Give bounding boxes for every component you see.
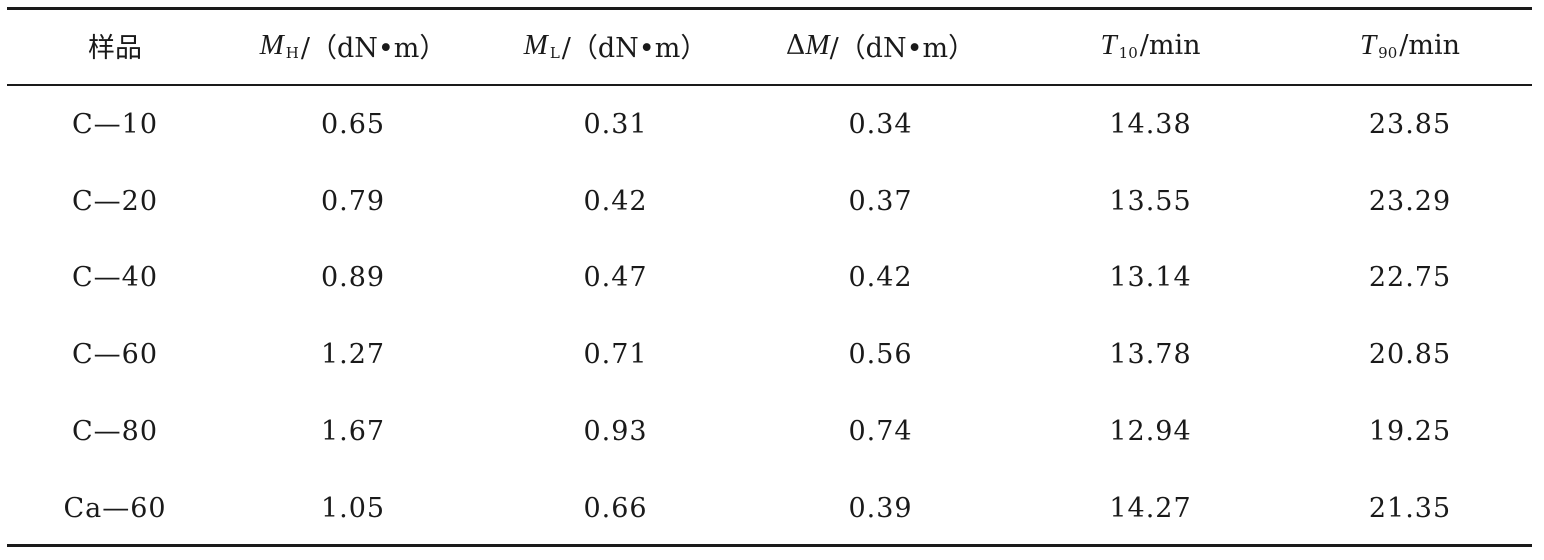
cell-mh: 1.67: [320, 415, 386, 447]
table-bottom-rule: [7, 544, 1532, 547]
header-delta-m-symbol: M: [805, 28, 830, 61]
cell-t10: 12.94: [1109, 415, 1192, 447]
cell-t90: 19.25: [1368, 415, 1452, 447]
table-header-rule: [7, 84, 1532, 86]
table-row: C—10 0.65 0.31 0.34 14.38 23.85: [7, 94, 1532, 154]
cell-mh: 0.79: [320, 185, 386, 217]
cell-t90: 21.35: [1368, 492, 1452, 524]
cell-delta-m: 0.42: [848, 261, 913, 293]
cell-t10: 13.55: [1109, 185, 1192, 217]
cell-delta-m: 0.56: [848, 338, 913, 370]
cell-t10: 14.38: [1109, 108, 1192, 140]
cell-delta-m: 0.37: [848, 185, 913, 217]
cell-delta-m: 0.34: [848, 108, 913, 140]
cell-sample: C—10: [71, 108, 158, 140]
cell-t90: 22.75: [1368, 261, 1452, 293]
table-row: C—60 1.27 0.71 0.56 13.78 20.85: [7, 324, 1532, 384]
table-row: C—80 1.67 0.93 0.74 12.94 19.25: [7, 401, 1532, 461]
table-top-rule: [7, 7, 1532, 10]
header-t10-unit: /min: [1139, 29, 1201, 61]
cell-t10: 13.78: [1109, 338, 1192, 370]
cell-t90: 23.29: [1368, 185, 1452, 217]
cell-ml: 0.42: [583, 185, 648, 217]
cell-ml: 0.31: [583, 108, 648, 140]
header-t90-symbol: T: [1360, 28, 1377, 61]
table-header-row: 样品 M H/（dN•m） M L/（dN•m） Δ M/（dN•m） T 10/min…: [7, 15, 1532, 75]
header-t90-subscript: 90: [1378, 44, 1398, 62]
header-t90: T 90/min: [1288, 15, 1532, 75]
header-ml-unit: /（dN•m）: [561, 32, 708, 64]
cell-t10: 13.14: [1109, 261, 1192, 293]
cell-t10: 14.27: [1109, 492, 1192, 524]
cell-mh: 0.89: [320, 261, 386, 293]
cell-ml: 0.93: [583, 415, 648, 447]
header-mh: M H/（dN•m）: [223, 15, 483, 75]
header-ml-symbol: M: [523, 28, 548, 61]
cell-ml: 0.66: [583, 492, 648, 524]
cell-delta-m: 0.74: [848, 415, 913, 447]
cell-delta-m: 0.39: [848, 492, 913, 524]
header-delta-m-prefix: Δ: [785, 29, 806, 61]
header-t90-unit: /min: [1399, 29, 1460, 61]
table-row: C—20 0.79 0.42 0.37 13.55 23.29: [7, 171, 1532, 231]
header-mh-subscript: H: [285, 44, 299, 62]
cell-sample: C—60: [71, 338, 158, 370]
cell-ml: 0.47: [583, 261, 648, 293]
header-mh-symbol: M: [259, 28, 284, 61]
header-sample-text: 样品: [88, 32, 142, 64]
header-mh-unit: /（dN•m）: [300, 32, 447, 64]
cell-sample: C—40: [71, 261, 158, 293]
header-t10: T 10/min: [1013, 15, 1288, 75]
table-row: C—40 0.89 0.47 0.42 13.14 22.75: [7, 247, 1532, 307]
header-t10-symbol: T: [1100, 28, 1117, 61]
header-ml-subscript: L: [549, 44, 560, 62]
cell-t90: 23.85: [1368, 108, 1452, 140]
cell-t90: 20.85: [1368, 338, 1452, 370]
header-ml: M L/（dN•m）: [483, 15, 748, 75]
header-delta-m-unit: /（dN•m）: [829, 32, 976, 64]
cell-ml: 0.71: [583, 338, 648, 370]
cell-mh: 1.27: [320, 338, 386, 370]
header-sample: 样品: [7, 15, 223, 75]
cell-sample: Ca—60: [63, 492, 167, 524]
cell-sample: C—80: [71, 415, 158, 447]
header-t10-subscript: 10: [1118, 44, 1138, 62]
table-row: Ca—60 1.05 0.66 0.39 14.27 21.35: [7, 478, 1532, 538]
cell-mh: 0.65: [320, 108, 386, 140]
cell-sample: C—20: [71, 185, 158, 217]
header-delta-m: Δ M/（dN•m）: [748, 15, 1013, 75]
cell-mh: 1.05: [320, 492, 386, 524]
